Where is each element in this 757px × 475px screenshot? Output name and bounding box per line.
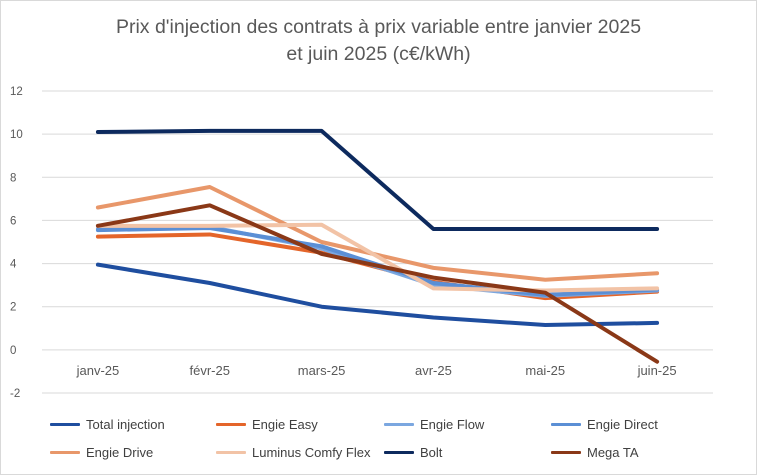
series-line-mega-ta — [95, 203, 660, 364]
y-tick-label: 0 — [10, 345, 16, 357]
series-line-engie-direct — [95, 225, 660, 297]
x-tick-label: févr-25 — [190, 363, 230, 378]
series-line-luminus-comfy-flex — [95, 222, 660, 293]
series-line-engie-flow — [95, 224, 660, 298]
y-tick-label: 12 — [10, 86, 23, 98]
series-line-bolt — [95, 128, 660, 232]
y-tick-label: 8 — [10, 172, 16, 184]
x-tick-label: mai-25 — [525, 363, 565, 378]
x-tick-label: avr-25 — [415, 363, 452, 378]
x-tick-label: mars-25 — [298, 363, 346, 378]
series-lines — [95, 128, 660, 364]
chart-title: Prix d'injection des contrats à prix var… — [0, 14, 757, 68]
x-tick-label: juin-25 — [637, 363, 677, 378]
y-tick-label: 6 — [10, 215, 16, 227]
y-tick-label: 10 — [10, 129, 23, 141]
y-tick-label: -2 — [10, 388, 20, 400]
chart-title-line-1: Prix d'injection des contrats à prix var… — [115, 16, 642, 38]
x-axis-ticks: janv-25 févr-25 mars-25 avr-25 mai-25 juin-25 — [76, 363, 677, 378]
x-tick-label: janv-25 — [76, 363, 120, 378]
series-line-total-injection — [95, 262, 660, 328]
y-axis-ticks: -2 0 2 4 6 8 10 12 — [10, 86, 23, 400]
y-tick-label: 4 — [10, 259, 17, 271]
gridlines — [42, 90, 713, 394]
chart-title-line-2: et juin 2025 (c€/kWh) — [286, 43, 471, 65]
y-tick-label: 2 — [10, 302, 16, 314]
